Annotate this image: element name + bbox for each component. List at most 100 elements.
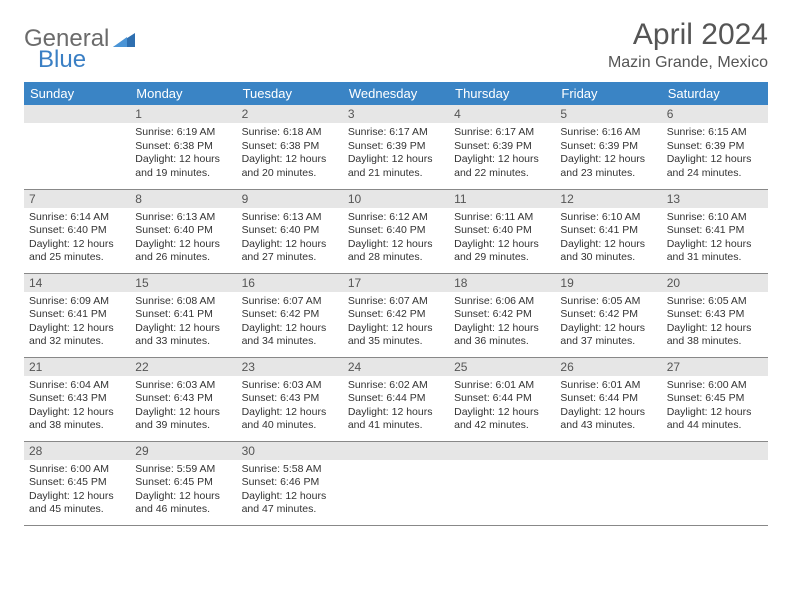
sunrise-text: Sunrise: 6:08 AM [135, 295, 231, 309]
daylight-text: Daylight: 12 hours and 26 minutes. [135, 238, 231, 265]
calendar-page: General April 2024 Mazin Grande, Mexico … [0, 0, 792, 544]
calendar-cell: 3Sunrise: 6:17 AMSunset: 6:39 PMDaylight… [343, 105, 449, 189]
calendar-cell: 10Sunrise: 6:12 AMSunset: 6:40 PMDayligh… [343, 189, 449, 273]
header: General April 2024 Mazin Grande, Mexico [24, 18, 768, 72]
day-number: 17 [343, 274, 449, 292]
day-number: 3 [343, 105, 449, 123]
sunset-text: Sunset: 6:45 PM [29, 476, 125, 490]
calendar-cell [449, 441, 555, 525]
month-title: April 2024 [608, 18, 768, 52]
logo-triangle-icon [113, 26, 135, 54]
calendar-cell: 17Sunrise: 6:07 AMSunset: 6:42 PMDayligh… [343, 273, 449, 357]
sunset-text: Sunset: 6:39 PM [667, 140, 763, 154]
day-body: Sunrise: 6:10 AMSunset: 6:41 PMDaylight:… [662, 208, 768, 270]
sunrise-text: Sunrise: 6:18 AM [242, 126, 338, 140]
day-body: Sunrise: 6:10 AMSunset: 6:41 PMDaylight:… [555, 208, 661, 270]
sunrise-text: Sunrise: 6:02 AM [348, 379, 444, 393]
calendar-row: 1Sunrise: 6:19 AMSunset: 6:38 PMDaylight… [24, 105, 768, 189]
calendar-cell: 6Sunrise: 6:15 AMSunset: 6:39 PMDaylight… [662, 105, 768, 189]
day-number: 9 [237, 190, 343, 208]
sunset-text: Sunset: 6:41 PM [560, 224, 656, 238]
sunrise-text: Sunrise: 5:58 AM [242, 463, 338, 477]
daylight-text: Daylight: 12 hours and 30 minutes. [560, 238, 656, 265]
day-body: Sunrise: 6:01 AMSunset: 6:44 PMDaylight:… [555, 376, 661, 438]
day-number: 25 [449, 358, 555, 376]
daylight-text: Daylight: 12 hours and 25 minutes. [29, 238, 125, 265]
sunset-text: Sunset: 6:39 PM [560, 140, 656, 154]
day-body: Sunrise: 6:11 AMSunset: 6:40 PMDaylight:… [449, 208, 555, 270]
day-body: Sunrise: 6:00 AMSunset: 6:45 PMDaylight:… [662, 376, 768, 438]
sunrise-text: Sunrise: 6:04 AM [29, 379, 125, 393]
daylight-text: Daylight: 12 hours and 41 minutes. [348, 406, 444, 433]
calendar-cell: 26Sunrise: 6:01 AMSunset: 6:44 PMDayligh… [555, 357, 661, 441]
sunrise-text: Sunrise: 6:13 AM [135, 211, 231, 225]
day-body: Sunrise: 6:00 AMSunset: 6:45 PMDaylight:… [24, 460, 130, 522]
sunset-text: Sunset: 6:41 PM [135, 308, 231, 322]
day-body: Sunrise: 5:59 AMSunset: 6:45 PMDaylight:… [130, 460, 236, 522]
calendar-cell: 5Sunrise: 6:16 AMSunset: 6:39 PMDaylight… [555, 105, 661, 189]
calendar-cell: 28Sunrise: 6:00 AMSunset: 6:45 PMDayligh… [24, 441, 130, 525]
daylight-text: Daylight: 12 hours and 28 minutes. [348, 238, 444, 265]
calendar-cell: 25Sunrise: 6:01 AMSunset: 6:44 PMDayligh… [449, 357, 555, 441]
calendar-row: 14Sunrise: 6:09 AMSunset: 6:41 PMDayligh… [24, 273, 768, 357]
day-number: 11 [449, 190, 555, 208]
day-number-empty [449, 442, 555, 460]
sunset-text: Sunset: 6:42 PM [242, 308, 338, 322]
day-body: Sunrise: 6:03 AMSunset: 6:43 PMDaylight:… [130, 376, 236, 438]
daylight-text: Daylight: 12 hours and 42 minutes. [454, 406, 550, 433]
day-number: 24 [343, 358, 449, 376]
day-body: Sunrise: 6:05 AMSunset: 6:43 PMDaylight:… [662, 292, 768, 354]
sunrise-text: Sunrise: 5:59 AM [135, 463, 231, 477]
day-number: 16 [237, 274, 343, 292]
calendar-row: 21Sunrise: 6:04 AMSunset: 6:43 PMDayligh… [24, 357, 768, 441]
day-body: Sunrise: 6:07 AMSunset: 6:42 PMDaylight:… [237, 292, 343, 354]
sunset-text: Sunset: 6:44 PM [348, 392, 444, 406]
sunset-text: Sunset: 6:43 PM [667, 308, 763, 322]
day-number: 18 [449, 274, 555, 292]
day-number: 15 [130, 274, 236, 292]
sunset-text: Sunset: 6:38 PM [135, 140, 231, 154]
calendar-cell: 13Sunrise: 6:10 AMSunset: 6:41 PMDayligh… [662, 189, 768, 273]
sunrise-text: Sunrise: 6:10 AM [667, 211, 763, 225]
sunset-text: Sunset: 6:43 PM [135, 392, 231, 406]
sunrise-text: Sunrise: 6:09 AM [29, 295, 125, 309]
calendar-cell: 4Sunrise: 6:17 AMSunset: 6:39 PMDaylight… [449, 105, 555, 189]
day-body: Sunrise: 6:08 AMSunset: 6:41 PMDaylight:… [130, 292, 236, 354]
day-body-empty [555, 460, 661, 467]
calendar-table: Sunday Monday Tuesday Wednesday Thursday… [24, 82, 768, 526]
sunrise-text: Sunrise: 6:17 AM [454, 126, 550, 140]
sunrise-text: Sunrise: 6:15 AM [667, 126, 763, 140]
day-number: 27 [662, 358, 768, 376]
day-body: Sunrise: 6:09 AMSunset: 6:41 PMDaylight:… [24, 292, 130, 354]
day-number: 29 [130, 442, 236, 460]
calendar-cell: 9Sunrise: 6:13 AMSunset: 6:40 PMDaylight… [237, 189, 343, 273]
day-body-empty [449, 460, 555, 467]
day-number: 1 [130, 105, 236, 123]
calendar-cell [24, 105, 130, 189]
day-body: Sunrise: 6:18 AMSunset: 6:38 PMDaylight:… [237, 123, 343, 185]
sunset-text: Sunset: 6:40 PM [454, 224, 550, 238]
day-number-empty [343, 442, 449, 460]
day-body: Sunrise: 6:04 AMSunset: 6:43 PMDaylight:… [24, 376, 130, 438]
day-body: Sunrise: 6:06 AMSunset: 6:42 PMDaylight:… [449, 292, 555, 354]
daylight-text: Daylight: 12 hours and 20 minutes. [242, 153, 338, 180]
sunrise-text: Sunrise: 6:10 AM [560, 211, 656, 225]
sunset-text: Sunset: 6:45 PM [667, 392, 763, 406]
calendar-cell: 20Sunrise: 6:05 AMSunset: 6:43 PMDayligh… [662, 273, 768, 357]
sunrise-text: Sunrise: 6:01 AM [560, 379, 656, 393]
weekday-header: Thursday [449, 82, 555, 105]
sunrise-text: Sunrise: 6:07 AM [242, 295, 338, 309]
day-body: Sunrise: 6:03 AMSunset: 6:43 PMDaylight:… [237, 376, 343, 438]
sunrise-text: Sunrise: 6:11 AM [454, 211, 550, 225]
calendar-cell: 8Sunrise: 6:13 AMSunset: 6:40 PMDaylight… [130, 189, 236, 273]
calendar-cell: 12Sunrise: 6:10 AMSunset: 6:41 PMDayligh… [555, 189, 661, 273]
day-body: Sunrise: 6:16 AMSunset: 6:39 PMDaylight:… [555, 123, 661, 185]
weekday-header: Sunday [24, 82, 130, 105]
daylight-text: Daylight: 12 hours and 38 minutes. [667, 322, 763, 349]
sunrise-text: Sunrise: 6:06 AM [454, 295, 550, 309]
daylight-text: Daylight: 12 hours and 47 minutes. [242, 490, 338, 517]
day-body: Sunrise: 5:58 AMSunset: 6:46 PMDaylight:… [237, 460, 343, 522]
day-number: 26 [555, 358, 661, 376]
calendar-cell [555, 441, 661, 525]
daylight-text: Daylight: 12 hours and 46 minutes. [135, 490, 231, 517]
